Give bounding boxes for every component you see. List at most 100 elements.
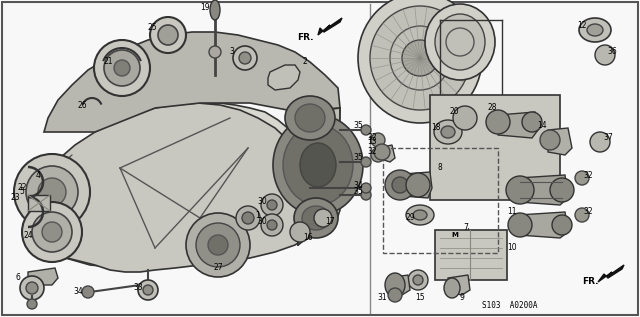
Text: 15: 15 <box>415 294 425 302</box>
Ellipse shape <box>361 190 371 200</box>
Text: 32: 32 <box>583 208 593 217</box>
Polygon shape <box>598 265 624 282</box>
Text: 7: 7 <box>463 223 468 232</box>
Ellipse shape <box>435 14 485 70</box>
Polygon shape <box>390 172 432 198</box>
Ellipse shape <box>371 148 385 162</box>
Ellipse shape <box>32 212 72 252</box>
Ellipse shape <box>233 46 257 70</box>
Ellipse shape <box>104 50 140 86</box>
Ellipse shape <box>210 0 220 20</box>
Text: 34: 34 <box>353 180 363 190</box>
Text: 30: 30 <box>257 197 267 206</box>
Text: FR.: FR. <box>582 277 598 287</box>
Ellipse shape <box>590 132 610 152</box>
Ellipse shape <box>186 213 250 277</box>
Text: 37: 37 <box>603 133 613 143</box>
Polygon shape <box>378 145 395 162</box>
Text: 9: 9 <box>460 294 465 302</box>
Ellipse shape <box>453 106 477 130</box>
Bar <box>28 195 50 211</box>
Ellipse shape <box>20 276 44 300</box>
Text: 25: 25 <box>147 23 157 33</box>
Ellipse shape <box>358 0 482 123</box>
Text: 28: 28 <box>487 103 497 113</box>
Ellipse shape <box>595 45 615 65</box>
Text: 30: 30 <box>257 217 267 227</box>
Text: 32: 32 <box>367 147 377 157</box>
Text: FR.: FR. <box>297 34 313 42</box>
Polygon shape <box>388 275 410 295</box>
Ellipse shape <box>441 126 455 138</box>
Ellipse shape <box>444 278 460 298</box>
Ellipse shape <box>208 235 228 255</box>
Ellipse shape <box>392 177 408 193</box>
Ellipse shape <box>361 125 371 135</box>
Text: 33: 33 <box>133 283 143 293</box>
Ellipse shape <box>38 178 66 206</box>
Ellipse shape <box>236 206 260 230</box>
Ellipse shape <box>385 273 405 297</box>
Ellipse shape <box>261 214 283 236</box>
Text: S103  A0200A: S103 A0200A <box>483 301 538 309</box>
Ellipse shape <box>196 223 240 267</box>
Text: 35: 35 <box>353 120 363 130</box>
Ellipse shape <box>22 202 82 262</box>
Text: 12: 12 <box>577 21 587 29</box>
Ellipse shape <box>267 220 277 230</box>
Ellipse shape <box>158 25 178 45</box>
Ellipse shape <box>26 166 78 218</box>
Ellipse shape <box>94 40 150 96</box>
Text: 17: 17 <box>325 217 335 227</box>
Polygon shape <box>318 18 342 35</box>
Text: 26: 26 <box>77 100 87 109</box>
Ellipse shape <box>486 110 510 134</box>
Ellipse shape <box>294 198 338 238</box>
Text: 29: 29 <box>405 214 415 223</box>
Polygon shape <box>448 275 470 295</box>
Ellipse shape <box>434 120 462 144</box>
Text: 27: 27 <box>213 263 223 273</box>
Ellipse shape <box>361 183 371 193</box>
Polygon shape <box>298 108 340 245</box>
Ellipse shape <box>522 112 542 132</box>
Polygon shape <box>42 103 325 272</box>
Text: 24: 24 <box>23 230 33 240</box>
Ellipse shape <box>209 46 221 58</box>
Text: 10: 10 <box>507 243 517 253</box>
Ellipse shape <box>425 4 495 80</box>
Ellipse shape <box>374 144 390 160</box>
Ellipse shape <box>408 270 428 290</box>
Text: 16: 16 <box>303 234 313 243</box>
Text: 32: 32 <box>583 171 593 179</box>
Ellipse shape <box>540 130 560 150</box>
Text: 14: 14 <box>537 120 547 130</box>
Ellipse shape <box>261 194 283 216</box>
Bar <box>430 95 560 200</box>
Text: 35: 35 <box>353 187 363 197</box>
Ellipse shape <box>314 209 332 227</box>
Ellipse shape <box>550 178 574 202</box>
Ellipse shape <box>143 285 153 295</box>
Text: 22: 22 <box>17 184 27 192</box>
Text: 36: 36 <box>607 48 617 56</box>
Ellipse shape <box>506 176 534 204</box>
Ellipse shape <box>413 210 427 220</box>
Text: 1: 1 <box>255 210 260 219</box>
Polygon shape <box>268 65 300 90</box>
Bar <box>383 148 498 253</box>
Ellipse shape <box>239 52 251 64</box>
Ellipse shape <box>82 286 94 298</box>
Ellipse shape <box>575 208 589 222</box>
Text: 19: 19 <box>200 3 210 12</box>
Text: 34: 34 <box>73 288 83 296</box>
Text: 11: 11 <box>508 208 516 217</box>
Ellipse shape <box>508 213 532 237</box>
Ellipse shape <box>283 125 353 205</box>
Text: 20: 20 <box>449 107 459 117</box>
Ellipse shape <box>242 212 254 224</box>
Ellipse shape <box>138 280 158 300</box>
Text: 3: 3 <box>230 48 234 56</box>
Text: 2: 2 <box>303 57 307 67</box>
Polygon shape <box>548 128 572 155</box>
